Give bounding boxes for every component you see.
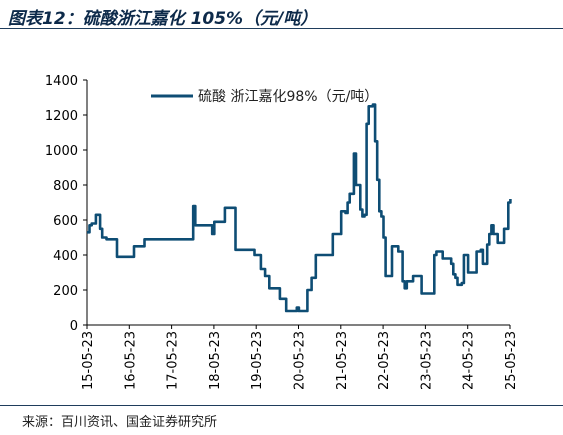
line-chart: 0 200 400 600 800 1000 1200 1400 15-05-23 16-05-2…	[45, 74, 519, 390]
figure-title: 图表12：硫酸浙江嘉化 105%（元/吨）	[8, 9, 318, 29]
top-rule	[0, 28, 563, 29]
y-tick-label: 800	[53, 179, 78, 194]
series-layer	[87, 103, 512, 313]
legend-label: 硫酸 浙江嘉化98%（元/吨）	[198, 89, 378, 105]
y-tick-label: 400	[53, 249, 78, 264]
x-tick-label: 21-05-23	[335, 331, 350, 390]
x-tick-label: 20-05-23	[293, 331, 308, 390]
y-tick-label: 200	[53, 284, 78, 299]
y-tick-label: 600	[53, 214, 78, 229]
x-tick-label: 15-05-23	[81, 331, 96, 390]
y-tick-label: 0	[70, 319, 78, 334]
x-tick-label: 19-05-23	[250, 331, 265, 390]
bottom-rule	[0, 405, 563, 406]
x-tick-label: 17-05-23	[166, 331, 181, 390]
source-note: 来源：百川资讯、国金证券研究所	[22, 415, 218, 430]
axes: 0 200 400 600 800 1000 1200 1400 15-05-23 16-05-2…	[45, 74, 519, 390]
x-tick-label: 25-05-23	[504, 331, 519, 390]
x-tick-label: 22-05-23	[377, 331, 392, 390]
x-tick-label: 24-05-23	[462, 331, 477, 390]
x-tick-label: 23-05-23	[419, 331, 434, 390]
legend: 硫酸 浙江嘉化98%（元/吨）	[151, 89, 378, 105]
y-tick-label: 1000	[45, 144, 78, 159]
y-tick-label: 1400	[45, 74, 78, 89]
x-tick-label: 18-05-23	[208, 331, 223, 390]
y-tick-label: 1200	[45, 109, 78, 124]
x-tick-label: 16-05-23	[123, 331, 138, 390]
series-line	[87, 103, 512, 313]
